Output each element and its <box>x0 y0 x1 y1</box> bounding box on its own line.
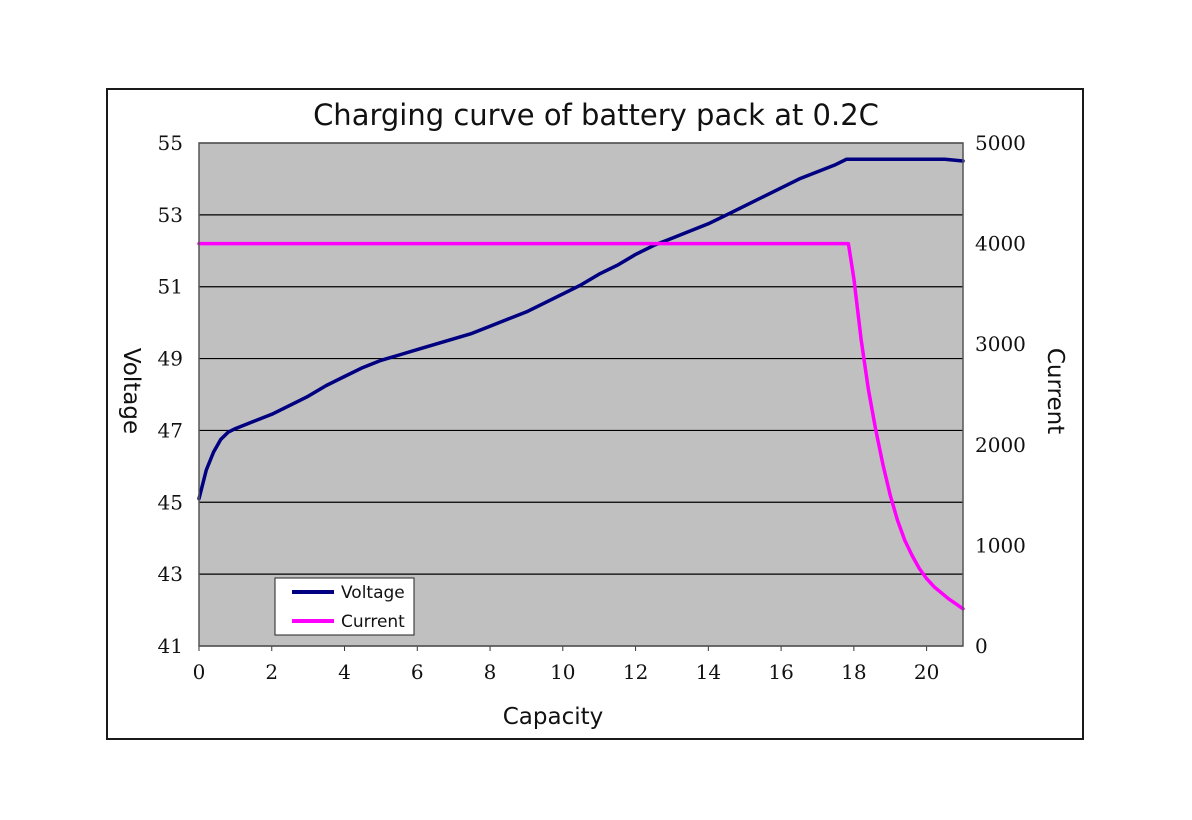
x-tick-label: 0 <box>193 660 206 684</box>
y-tick-label: 49 <box>158 347 183 371</box>
y2-tick-label: 2000 <box>975 433 1026 457</box>
y-tick-label: 55 <box>158 131 183 155</box>
x-tick-label: 4 <box>338 660 351 684</box>
plot-border <box>198 142 964 647</box>
legend-box <box>274 577 415 636</box>
y2-tick-label: 1000 <box>975 533 1026 557</box>
x-tick-label: 8 <box>484 660 497 684</box>
y2-tick-label: 3000 <box>975 332 1026 356</box>
chart-title: Charging curve of battery pack at 0.2C <box>313 98 879 132</box>
x-tick-label: 6 <box>411 660 424 684</box>
x-tick-label: 18 <box>841 660 866 684</box>
plot-area <box>199 143 963 646</box>
legend-label-current: Current <box>341 612 405 632</box>
y-tick-label: 53 <box>158 203 183 227</box>
y2-tick-label: 4000 <box>975 232 1026 256</box>
x-tick-label: 2 <box>265 660 278 684</box>
x-tick-label: 10 <box>550 660 575 684</box>
series-layer <box>197 157 965 611</box>
legend-label-voltage: Voltage <box>341 583 405 603</box>
x-axis-title: Capacity <box>503 704 604 730</box>
x-tick-label: 20 <box>914 660 939 684</box>
series-line-current <box>197 241 965 611</box>
y2-tick-label: 5000 <box>975 131 1026 155</box>
legend: Voltage Current <box>274 577 415 636</box>
x-tick-label: 14 <box>696 660 721 684</box>
chart-frame <box>106 88 1084 740</box>
series-line-voltage <box>197 157 965 501</box>
x-tick-label: 12 <box>623 660 648 684</box>
y2-tick-label: 0 <box>975 634 988 658</box>
y-tick-label: 51 <box>158 275 183 299</box>
x-tick-label: 16 <box>768 660 793 684</box>
y-tick-label: 45 <box>158 490 183 514</box>
y-axis-title: Voltage <box>118 348 144 434</box>
tick-labels: 41 43 45 47 49 51 53 55 0 1000 2000 3000 4000 5000 0 2 4… <box>158 131 1026 684</box>
y-tick-label: 41 <box>158 634 183 658</box>
y-tick-label: 47 <box>158 418 183 442</box>
y-tick-label: 43 <box>158 562 183 586</box>
y2-axis-title: Current <box>1042 348 1068 434</box>
